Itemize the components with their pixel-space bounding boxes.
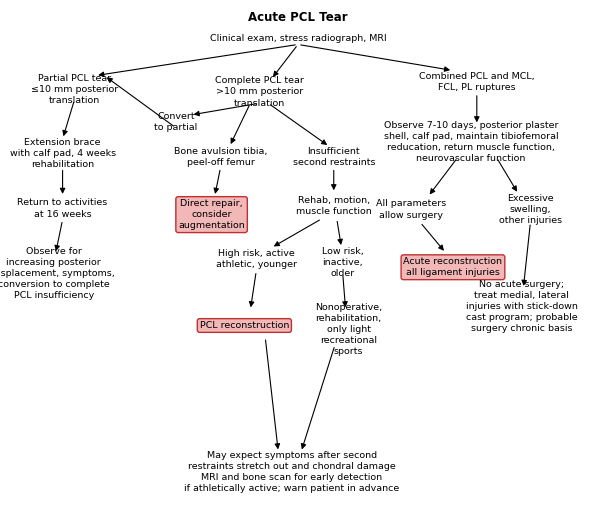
Text: PCL reconstruction: PCL reconstruction — [200, 321, 289, 330]
Text: Direct repair,
consider
augmentation: Direct repair, consider augmentation — [178, 199, 245, 230]
Text: Acute reconstruction
all ligament injuries: Acute reconstruction all ligament injuri… — [403, 257, 502, 277]
Text: Bone avulsion tibia,
peel-off femur: Bone avulsion tibia, peel-off femur — [174, 147, 267, 167]
Text: Acute PCL Tear: Acute PCL Tear — [248, 11, 348, 25]
Text: Clinical exam, stress radiograph, MRI: Clinical exam, stress radiograph, MRI — [210, 34, 386, 43]
Text: Partial PCL tear
≤10 mm posterior
translation: Partial PCL tear ≤10 mm posterior transl… — [31, 74, 118, 105]
Text: Convert
to partial: Convert to partial — [154, 111, 197, 132]
Text: Return to activities
at 16 weeks: Return to activities at 16 weeks — [17, 198, 108, 219]
Text: Insufficient
second restraints: Insufficient second restraints — [293, 147, 375, 167]
Text: Rehab, motion,
muscle function: Rehab, motion, muscle function — [296, 196, 372, 216]
Text: All parameters
allow surgery: All parameters allow surgery — [376, 199, 446, 220]
Text: No acute surgery;
treat medial, lateral
injuries with stick-down
cast program; p: No acute surgery; treat medial, lateral … — [465, 280, 578, 333]
Text: Excessive
swelling,
other injuries: Excessive swelling, other injuries — [499, 194, 562, 225]
Text: Complete PCL tear
>10 mm posterior
translation: Complete PCL tear >10 mm posterior trans… — [215, 76, 304, 108]
Text: Observe 7-10 days, posterior plaster
shell, calf pad, maintain tibiofemoral
redu: Observe 7-10 days, posterior plaster she… — [384, 121, 558, 163]
Text: May expect symptoms after second
restraints stretch out and chondral damage
MRI : May expect symptoms after second restrai… — [184, 451, 400, 493]
Text: Combined PCL and MCL,
FCL, PL ruptures: Combined PCL and MCL, FCL, PL ruptures — [419, 72, 535, 92]
Text: Extension brace
with calf pad, 4 weeks
rehabilitation: Extension brace with calf pad, 4 weeks r… — [10, 137, 116, 169]
Text: Observe for
increasing posterior
displacement, symptoms,
conversion to complete
: Observe for increasing posterior displac… — [0, 247, 115, 300]
Text: Low risk,
inactive,
older: Low risk, inactive, older — [322, 246, 364, 278]
Text: Nonoperative,
rehabilitation,
only light
recreational
sports: Nonoperative, rehabilitation, only light… — [315, 303, 382, 356]
Text: High risk, active
athletic, younger: High risk, active athletic, younger — [216, 249, 297, 269]
